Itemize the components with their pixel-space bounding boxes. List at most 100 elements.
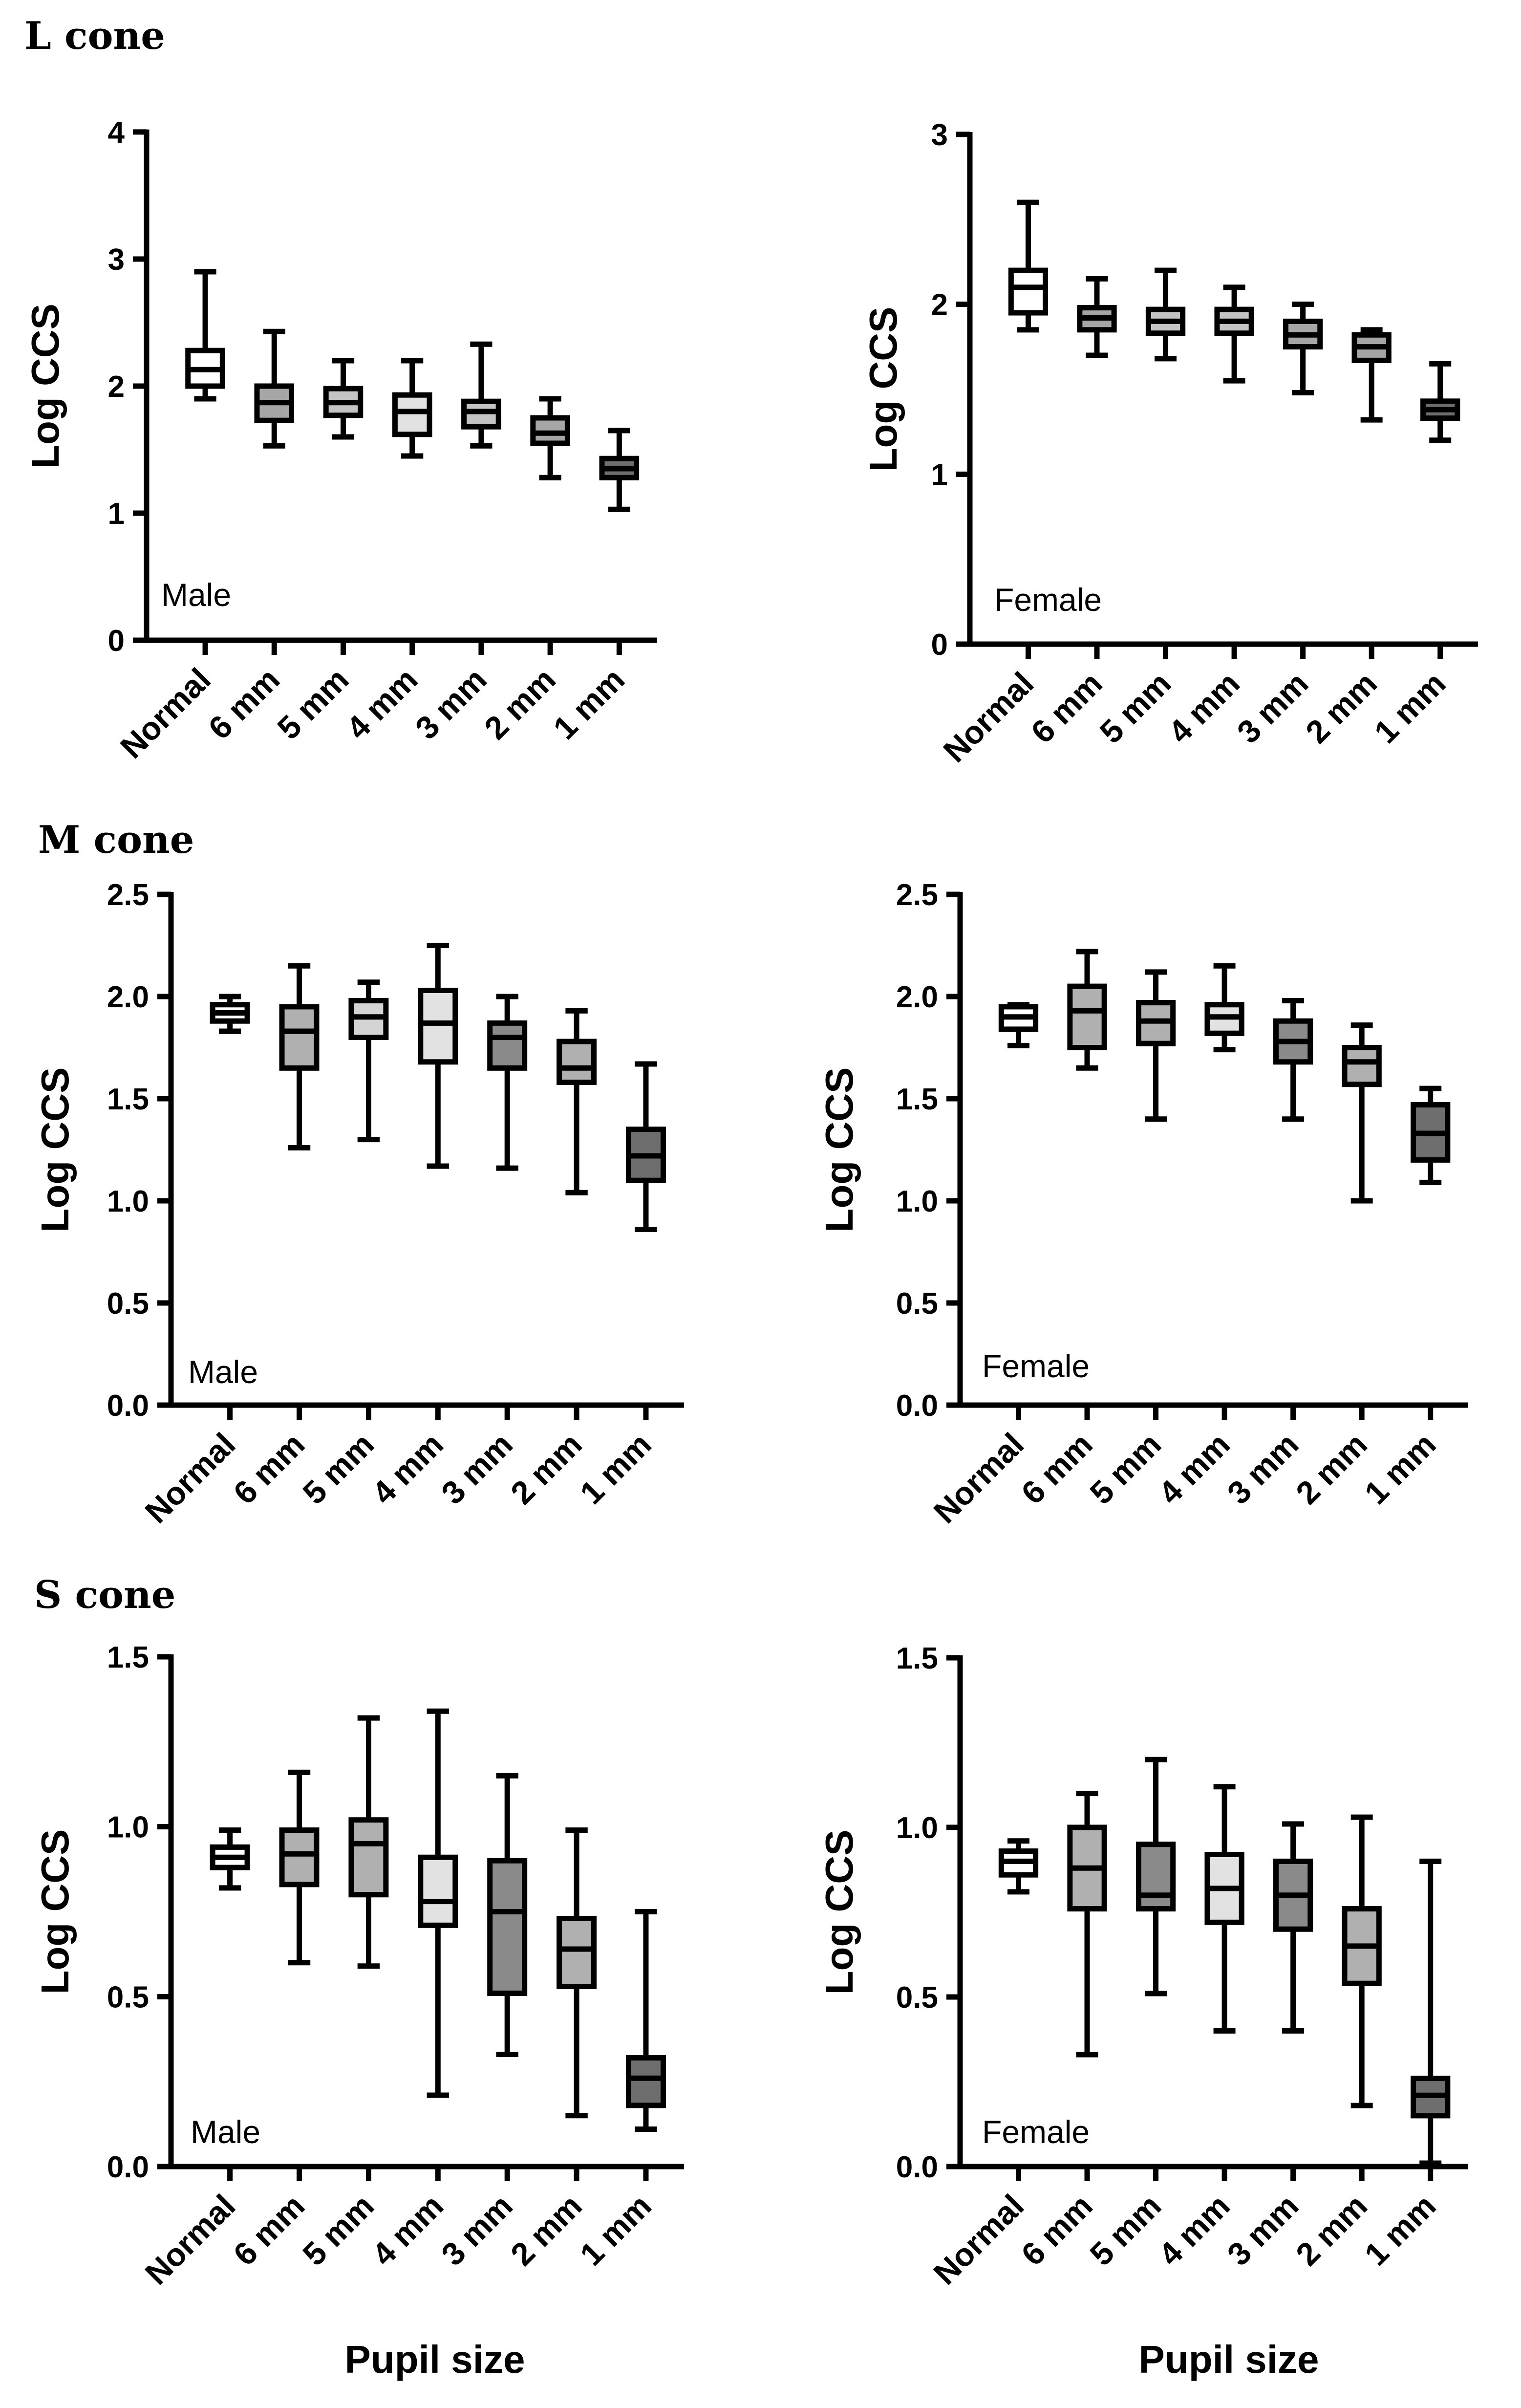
panel-label: Female bbox=[982, 2114, 1090, 2150]
box-iqr bbox=[279, 1004, 320, 1071]
box-iqr bbox=[279, 1827, 320, 1887]
x-category-label: 2 mm bbox=[1289, 1426, 1374, 1511]
x-category-label: 1 mm bbox=[1357, 1426, 1442, 1511]
box-plot-item: 2 mm bbox=[1289, 1022, 1382, 1511]
box-iqr bbox=[348, 1817, 389, 1898]
y-axis-title: Log CCS bbox=[817, 1067, 861, 1233]
y-axis-title: Log CCS bbox=[33, 1067, 77, 1233]
x-category-label: 3 mm bbox=[408, 661, 493, 746]
x-category-label: 6 mm bbox=[1014, 2188, 1099, 2273]
x-category-label: 1 mm bbox=[573, 1426, 658, 1511]
box-iqr bbox=[418, 1854, 458, 1928]
y-tick-label: 2.5 bbox=[896, 878, 938, 912]
x-axis-title-right: Pupil size bbox=[1139, 2338, 1319, 2381]
x-category-label: 5 mm bbox=[296, 2188, 381, 2273]
box-iqr bbox=[625, 2055, 666, 2108]
y-tick-label: 1 bbox=[108, 497, 125, 531]
x-category-label: 5 mm bbox=[1083, 2188, 1168, 2273]
box-plot-item: 1 mm bbox=[1357, 1085, 1451, 1511]
panel-label: Female bbox=[994, 582, 1102, 618]
section-title-l-cone: L cone bbox=[24, 14, 165, 58]
panel-label: Female bbox=[982, 1348, 1090, 1384]
x-category-label: 3 mm bbox=[434, 1426, 519, 1511]
box-plot-item: 4 mm bbox=[1152, 963, 1244, 1511]
x-category-label: 4 mm bbox=[365, 2188, 450, 2273]
x-category-label: 4 mm bbox=[339, 661, 424, 746]
y-tick-label: 1.5 bbox=[107, 1641, 149, 1674]
x-category-label: 5 mm bbox=[1093, 665, 1178, 750]
x-category-label: 4 mm bbox=[1152, 2188, 1237, 2273]
y-tick-label: 4 bbox=[108, 116, 125, 150]
y-axis-title: Log CCS bbox=[23, 304, 67, 469]
x-category-label: 2 mm bbox=[504, 1426, 589, 1511]
y-axis-title: Log CCS bbox=[861, 307, 905, 472]
box-plot-item: Normal bbox=[926, 1838, 1039, 2292]
box-plot-item: 6 mm bbox=[201, 328, 295, 746]
y-tick-label: 1.0 bbox=[107, 1811, 149, 1844]
box-iqr bbox=[487, 1858, 528, 1996]
y-tick-label: 2.5 bbox=[107, 878, 149, 912]
box-plot-item: 6 mm bbox=[1014, 949, 1107, 1511]
box-iqr bbox=[1067, 983, 1107, 1050]
y-tick-label: 0.0 bbox=[107, 1389, 149, 1423]
x-category-label: Normal bbox=[138, 2188, 242, 2292]
x-category-label: 1 mm bbox=[546, 661, 631, 746]
x-category-label: 1 mm bbox=[573, 2188, 658, 2273]
x-category-label: Normal bbox=[936, 665, 1040, 769]
x-category-label: 3 mm bbox=[1230, 665, 1315, 750]
y-axis-title: Log CCS bbox=[817, 1830, 861, 1995]
y-tick-label: 2.0 bbox=[107, 980, 149, 1014]
box-plot-item: 3 mm bbox=[1230, 302, 1323, 750]
section-title-s-cone: S cone bbox=[34, 1573, 175, 1617]
y-tick-label: 0.0 bbox=[107, 2150, 149, 2184]
x-category-label: 2 mm bbox=[1289, 2188, 1374, 2273]
box-plot-item: 5 mm bbox=[1093, 267, 1186, 750]
x-category-label: 2 mm bbox=[477, 661, 562, 746]
x-category-label: 3 mm bbox=[434, 2188, 519, 2273]
box-plot-item: 1 mm bbox=[573, 1061, 666, 1511]
box-plot-item: 2 mm bbox=[504, 1008, 597, 1511]
y-tick-label: 1.5 bbox=[896, 1083, 938, 1116]
box-iqr bbox=[487, 1020, 528, 1071]
box-iqr bbox=[557, 1039, 597, 1085]
x-category-label: 5 mm bbox=[1083, 1426, 1168, 1511]
y-tick-label: 2 bbox=[108, 370, 125, 404]
x-category-label: 4 mm bbox=[1152, 1426, 1237, 1511]
box-plot-item: 5 mm bbox=[296, 1715, 389, 2273]
y-axis-title: Log CCS bbox=[33, 1829, 77, 1995]
y-tick-label: 3 bbox=[108, 243, 125, 277]
y-tick-label: 2 bbox=[931, 288, 948, 322]
x-category-label: 6 mm bbox=[201, 661, 286, 746]
box-plot-item: Normal bbox=[113, 269, 225, 765]
x-category-label: 4 mm bbox=[1161, 665, 1246, 750]
x-category-label: 2 mm bbox=[1299, 665, 1384, 750]
y-tick-label: 0.0 bbox=[896, 2150, 938, 2184]
y-tick-label: 0 bbox=[931, 628, 948, 662]
box-plot-item: 3 mm bbox=[434, 1773, 528, 2273]
y-tick-label: 0.0 bbox=[896, 1389, 938, 1423]
panel-label: Male bbox=[191, 2114, 260, 2150]
box-plot-item: 6 mm bbox=[1024, 276, 1117, 750]
x-category-label: Normal bbox=[926, 1426, 1030, 1530]
y-tick-label: 1.5 bbox=[896, 1642, 938, 1675]
box-iqr bbox=[418, 987, 458, 1065]
x-category-label: 2 mm bbox=[504, 2188, 589, 2273]
x-category-label: 1 mm bbox=[1367, 665, 1452, 750]
box-iqr bbox=[1342, 1045, 1382, 1087]
y-tick-label: 0 bbox=[108, 624, 125, 658]
y-tick-label: 0.5 bbox=[107, 1287, 149, 1321]
box-plot-item: 6 mm bbox=[226, 963, 320, 1511]
x-category-label: Normal bbox=[113, 661, 217, 765]
y-tick-label: 2.0 bbox=[896, 980, 938, 1014]
box-iqr bbox=[1008, 267, 1049, 316]
box-plot-item: Normal bbox=[138, 1827, 250, 2292]
box-plot-item: 3 mm bbox=[434, 994, 528, 1511]
panel-label: Male bbox=[188, 1354, 258, 1390]
